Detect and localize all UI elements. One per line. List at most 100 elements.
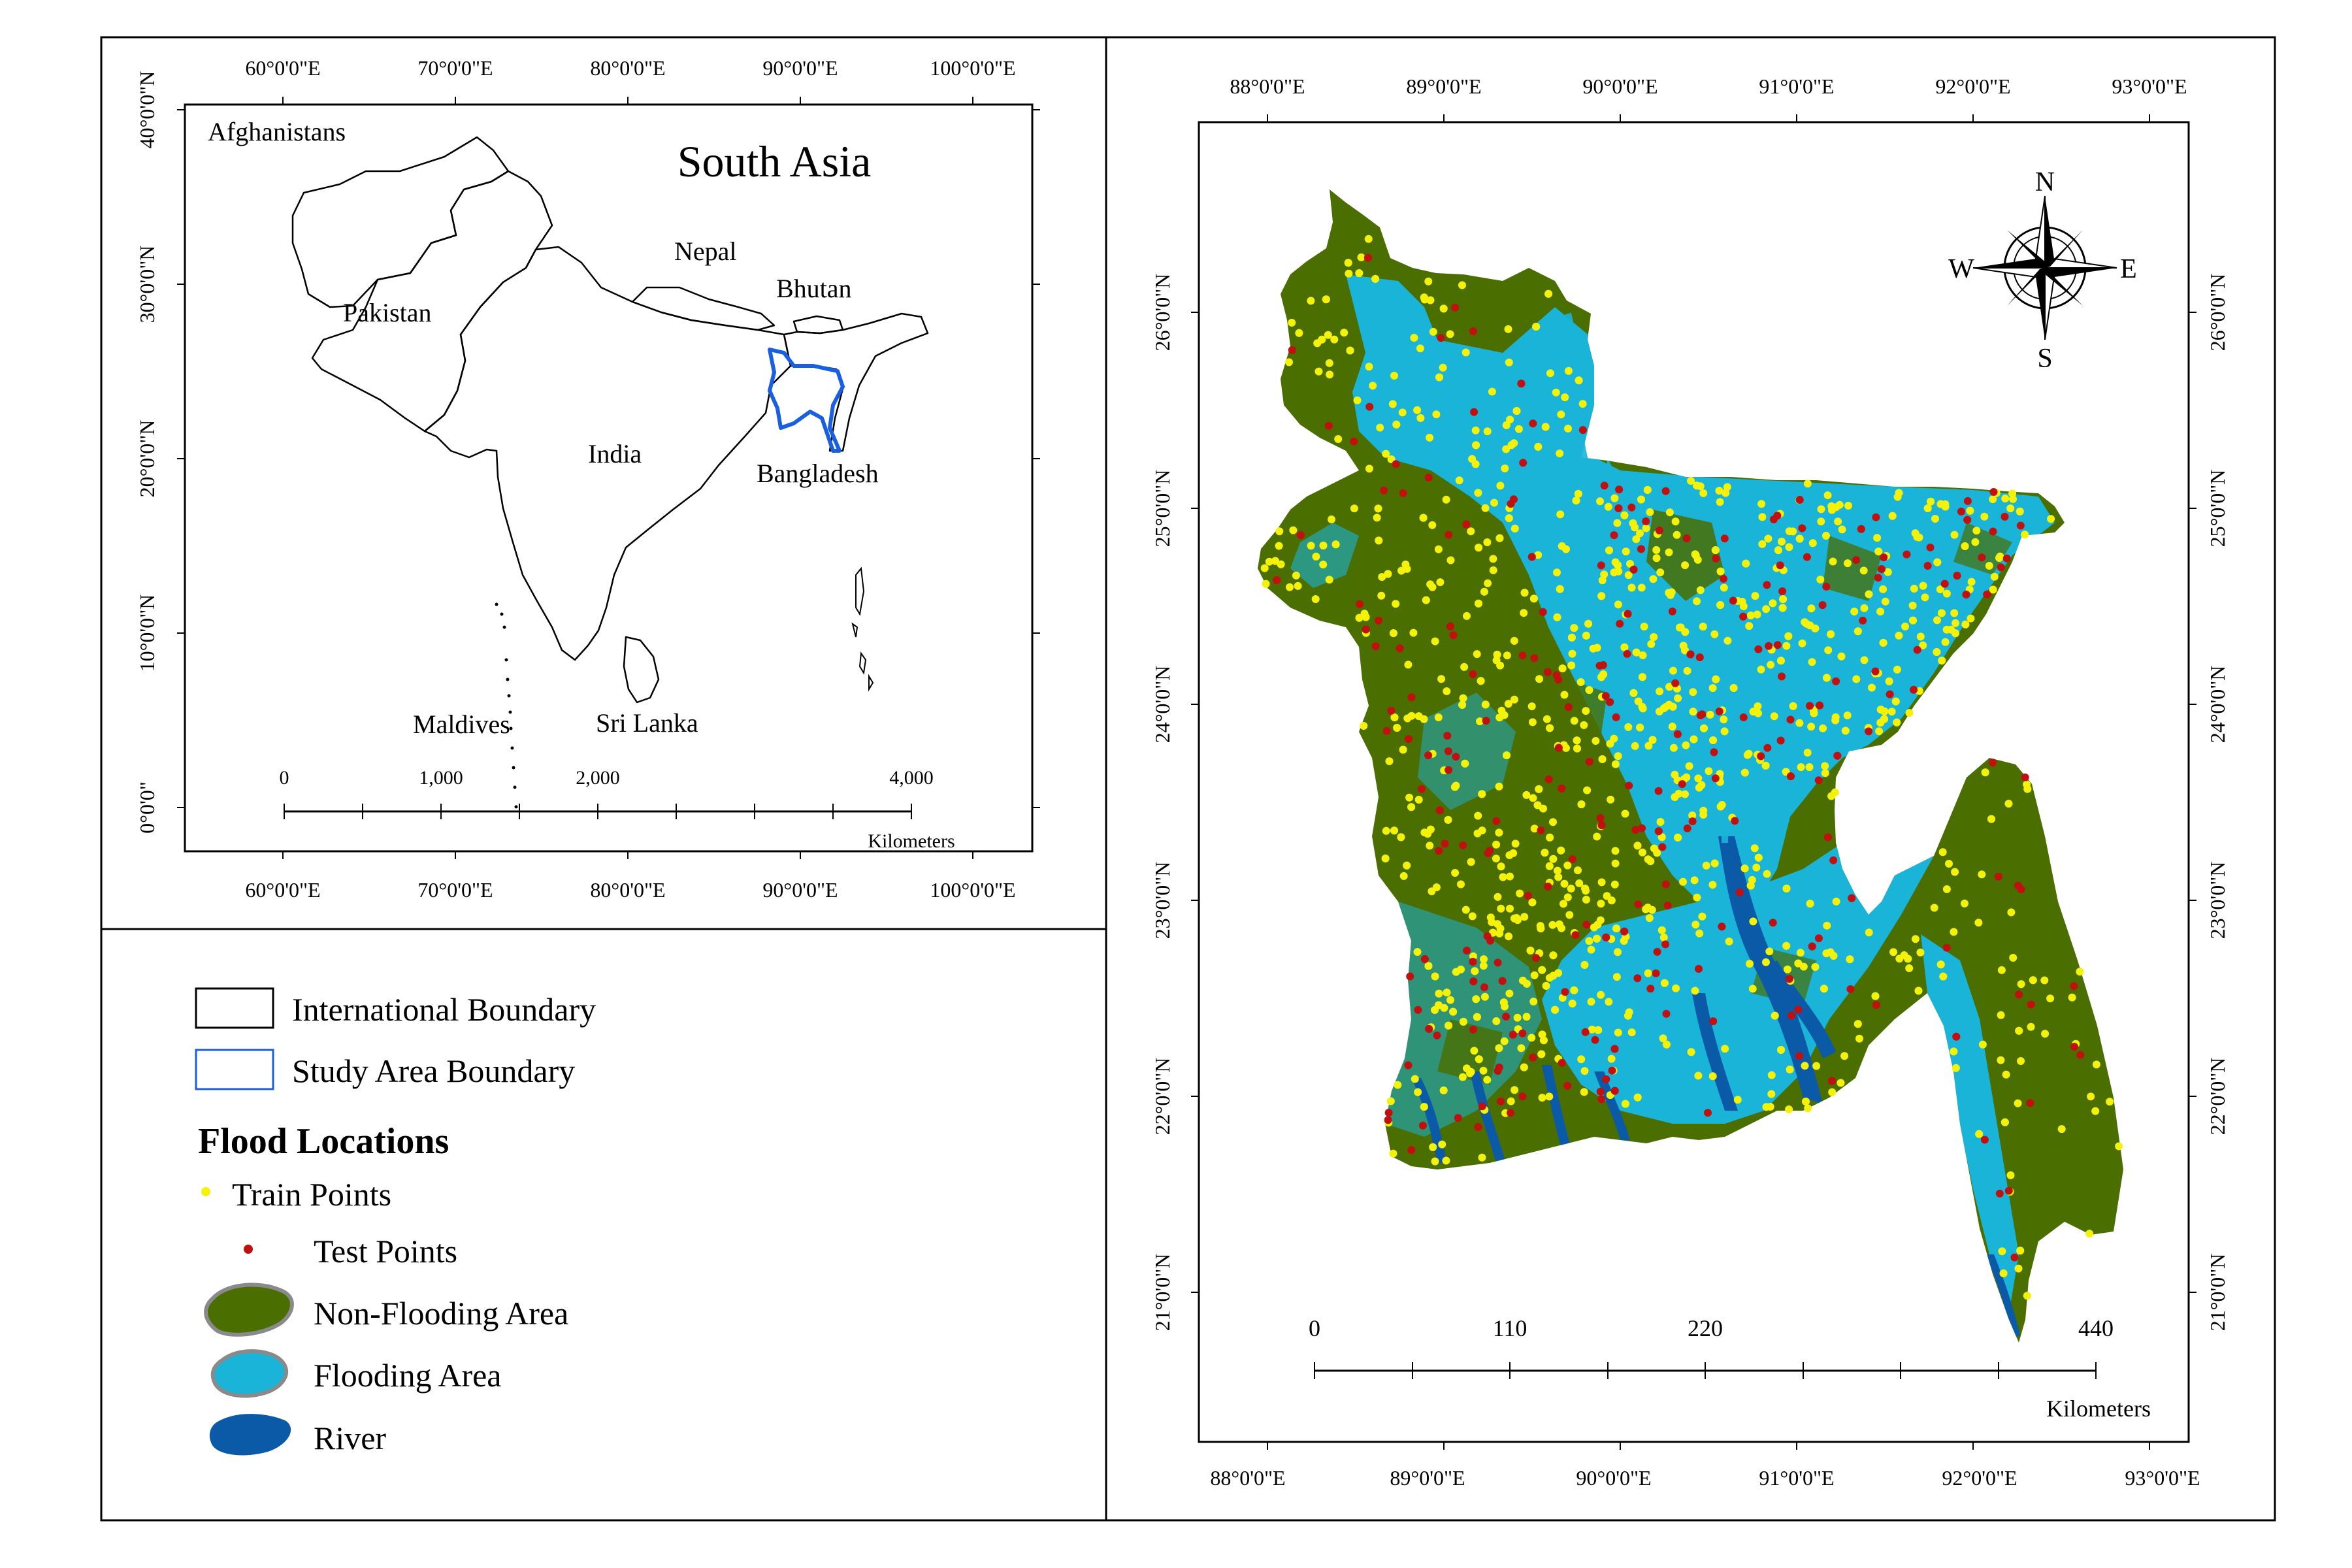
train-point: [1852, 675, 1861, 683]
train-point: [1746, 612, 1755, 619]
train-point: [1556, 449, 1564, 457]
train-point: [1865, 928, 1873, 937]
train-point: [1497, 862, 1505, 871]
train-point: [1507, 441, 1516, 449]
train-point: [1782, 642, 1791, 650]
train-point: [1665, 548, 1673, 557]
train-point: [1634, 697, 1642, 706]
main-left-label-2: 24°0'0"N: [1151, 666, 1174, 743]
inset-scale-tick-1: 1,000: [419, 767, 463, 789]
train-point: [1610, 494, 1619, 502]
train-point: [1434, 1001, 1443, 1009]
train-point: [1431, 637, 1439, 645]
train-point: [1682, 741, 1690, 749]
train-point: [1557, 846, 1565, 855]
international-boundary-swatch: [195, 987, 274, 1029]
train-point: [1961, 542, 1969, 550]
train-point: [1834, 517, 1842, 526]
train-point: [1694, 774, 1703, 783]
train-point: [1549, 972, 1558, 980]
main-right-label-5: 21°0'0"N: [2206, 1254, 2229, 1331]
train-point: [1560, 879, 1569, 888]
train-point: [1277, 560, 1285, 568]
train-point: [2040, 976, 2049, 985]
train-point: [1860, 656, 1869, 664]
train-point: [1570, 624, 1578, 632]
train-point: [2021, 531, 2029, 539]
test-point: [1698, 710, 1707, 719]
test-point: [1502, 1013, 1510, 1021]
train-point: [1390, 372, 1398, 380]
train-point: [2002, 1070, 2010, 1079]
train-point: [1880, 707, 1889, 715]
test-point: [2076, 1051, 2085, 1059]
train-point: [1426, 841, 1434, 850]
train-point: [1598, 755, 1607, 763]
train-point: [1778, 604, 1787, 612]
inset-bottom-label-3: 90°0'0"E: [762, 878, 838, 902]
west-label: W: [1948, 254, 1974, 284]
train-point: [1529, 595, 1538, 603]
train-point: [2017, 1057, 2025, 1065]
main-top-label-0: 88°0'0"E: [1230, 74, 1305, 98]
train-point: [1622, 547, 1630, 556]
train-point: [1471, 967, 1479, 975]
test-point: [1678, 780, 1686, 789]
train-point: [2029, 976, 2037, 985]
inset-map-frame: [184, 103, 1034, 853]
test-point: [1859, 616, 1867, 625]
train-point: [1478, 1153, 1486, 1162]
train-point: [1785, 527, 1793, 536]
train-point: [1554, 873, 1563, 881]
train-point: [1754, 702, 1762, 710]
train-point: [1474, 811, 1482, 820]
test-point: [1474, 1123, 1482, 1132]
main-bottom-label-2: 90°0'0"E: [1576, 1466, 1651, 1490]
train-point: [1997, 966, 2006, 974]
train-point: [1950, 531, 1959, 539]
train-point: [1989, 495, 1997, 504]
test-point: [1399, 489, 1407, 497]
train-point: [1758, 513, 1767, 521]
train-point: [1597, 592, 1606, 600]
train-point: [1495, 1044, 1503, 1053]
test-point: [1778, 587, 1787, 595]
test-point: [1437, 334, 1445, 342]
train-point: [1325, 576, 1333, 584]
test-point: [1616, 619, 1624, 628]
test-point: [1989, 759, 1997, 767]
train-point: [1574, 866, 1582, 875]
train-point: [1429, 1143, 1437, 1151]
train-point: [1909, 616, 1917, 625]
train-point: [1614, 948, 1622, 956]
test-point: [1776, 736, 1785, 745]
train-point: [1716, 601, 1725, 609]
test-point: [1597, 821, 1606, 830]
train-point: [1937, 609, 1946, 617]
train-point: [1865, 590, 1873, 598]
test-point: [1554, 676, 1563, 684]
train-point: [1432, 410, 1441, 419]
train-point: [1738, 597, 1746, 606]
train-point: [1642, 524, 1650, 532]
train-point: [1782, 885, 1791, 892]
train-point: [1691, 987, 1699, 995]
train-point: [1502, 421, 1511, 429]
test-point: [1731, 817, 1739, 825]
train-point: [1483, 1075, 1492, 1084]
test-point: [1444, 747, 1452, 755]
train-point: [1435, 373, 1443, 382]
train-point: [2009, 495, 2017, 503]
train-point: [1812, 1062, 1821, 1070]
train-point: [1742, 559, 1750, 568]
train-point: [1499, 873, 1507, 881]
train-point: [1497, 904, 1505, 913]
test-point: [1662, 1009, 1671, 1018]
train-point: [1693, 482, 1701, 490]
train-point: [1930, 904, 1938, 912]
train-point: [1908, 601, 1917, 610]
train-point: [1532, 323, 1541, 331]
train-point: [1638, 673, 1646, 681]
main-top-label-3: 91°0'0"E: [1759, 74, 1834, 98]
train-point: [1584, 619, 1593, 628]
